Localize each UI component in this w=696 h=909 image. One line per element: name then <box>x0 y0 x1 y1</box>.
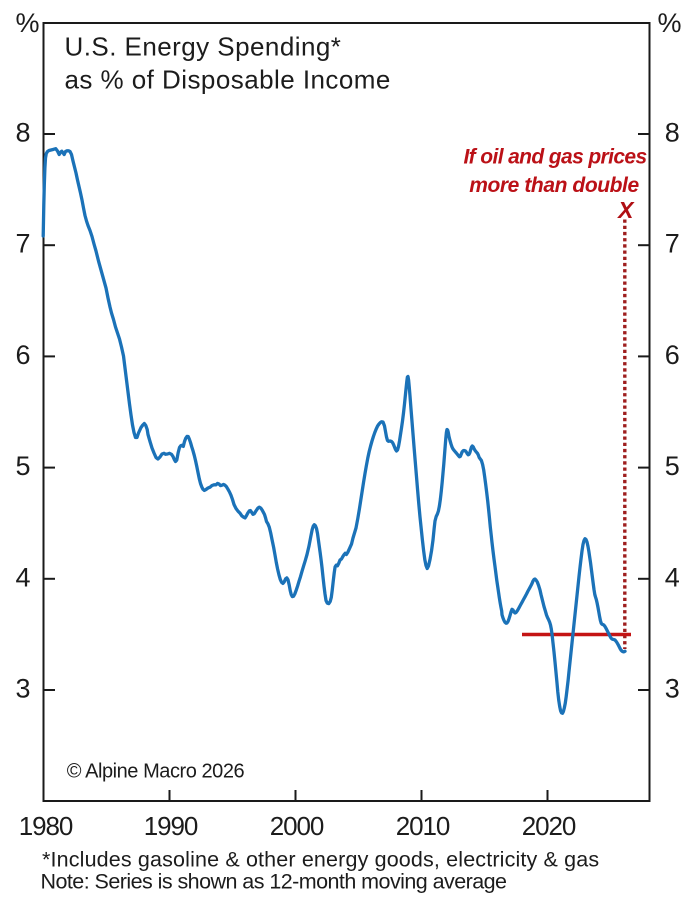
svg-text:more than double: more than double <box>469 174 639 197</box>
svg-text:5: 5 <box>665 451 680 481</box>
svg-text:Note: Series is shown as 12-mo: Note: Series is shown as 12-month moving… <box>41 870 507 894</box>
svg-text:2010: 2010 <box>396 811 450 841</box>
svg-text:8: 8 <box>16 118 31 148</box>
svg-text:3: 3 <box>16 674 31 704</box>
svg-text:4: 4 <box>665 562 680 592</box>
svg-text:If oil and gas prices: If oil and gas prices <box>463 146 646 169</box>
svg-text:X: X <box>616 197 635 223</box>
svg-text:8: 8 <box>665 118 680 148</box>
svg-text:6: 6 <box>665 340 680 370</box>
svg-text:*Includes gasoline & other ene: *Includes gasoline & other energy goods,… <box>42 848 599 872</box>
svg-text:© Alpine Macro 2026: © Alpine Macro 2026 <box>67 761 245 783</box>
svg-text:5: 5 <box>16 451 31 481</box>
svg-text:1980: 1980 <box>19 811 73 841</box>
svg-text:2000: 2000 <box>270 811 324 841</box>
svg-text:4: 4 <box>16 562 31 592</box>
svg-text:1990: 1990 <box>144 811 198 841</box>
svg-text:%: % <box>16 8 40 38</box>
svg-text:%: % <box>658 8 682 38</box>
svg-text:2020: 2020 <box>522 811 576 841</box>
svg-text:7: 7 <box>665 229 680 259</box>
svg-text:U.S. Energy Spending*: U.S. Energy Spending* <box>65 32 342 62</box>
svg-text:3: 3 <box>665 674 680 704</box>
svg-text:7: 7 <box>16 229 31 259</box>
svg-text:6: 6 <box>16 340 31 370</box>
svg-text:as % of Disposable Income: as % of Disposable Income <box>65 64 391 94</box>
